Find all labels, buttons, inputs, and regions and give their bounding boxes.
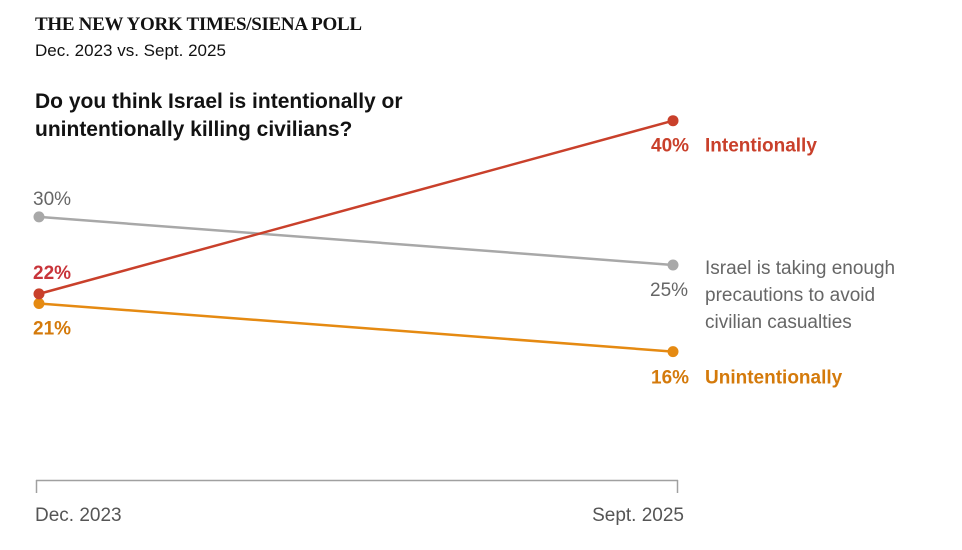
- series-name-precautions-line-1: precautions to avoid: [705, 285, 875, 306]
- data-point-start-2: [33, 297, 45, 309]
- data-point-start-1: [33, 211, 45, 223]
- series-name-unintentionally: Unintentionally: [705, 368, 843, 389]
- data-point-end-0: [667, 115, 679, 127]
- series-name-precautions-line-0: Israel is taking enough: [705, 258, 895, 279]
- series-line-1: [38, 215, 674, 267]
- end-label-precautions: 25%: [650, 280, 688, 301]
- chart-kicker: THE NEW YORK TIMES/SIENA POLL: [35, 14, 362, 35]
- series-line-2: [38, 302, 674, 353]
- x-tick-label-end: Sept. 2025: [592, 505, 684, 526]
- start-label-intentionally: 22%: [33, 263, 71, 284]
- end-label-intentionally: 40%: [651, 136, 689, 157]
- end-label-unintentionally: 16%: [651, 368, 689, 389]
- chart-title: Do you think Israel is intentionally or …: [35, 90, 403, 141]
- start-label-precautions: 30%: [33, 189, 71, 210]
- chart-subtitle: Dec. 2023 vs. Sept. 2025: [35, 41, 226, 60]
- x-axis: Dec. 2023 Sept. 2025: [35, 479, 684, 526]
- start-label-unintentionally: 21%: [33, 318, 71, 339]
- series-name-intentionally: Intentionally: [705, 136, 817, 157]
- series-name-precautions-line-2: civilian casualties: [705, 312, 852, 333]
- data-point-end-2: [667, 346, 679, 358]
- x-tick-label-start: Dec. 2023: [35, 505, 122, 526]
- data-point-start-0: [33, 288, 45, 300]
- data-point-end-1: [667, 259, 679, 271]
- series-line-0: [38, 119, 674, 296]
